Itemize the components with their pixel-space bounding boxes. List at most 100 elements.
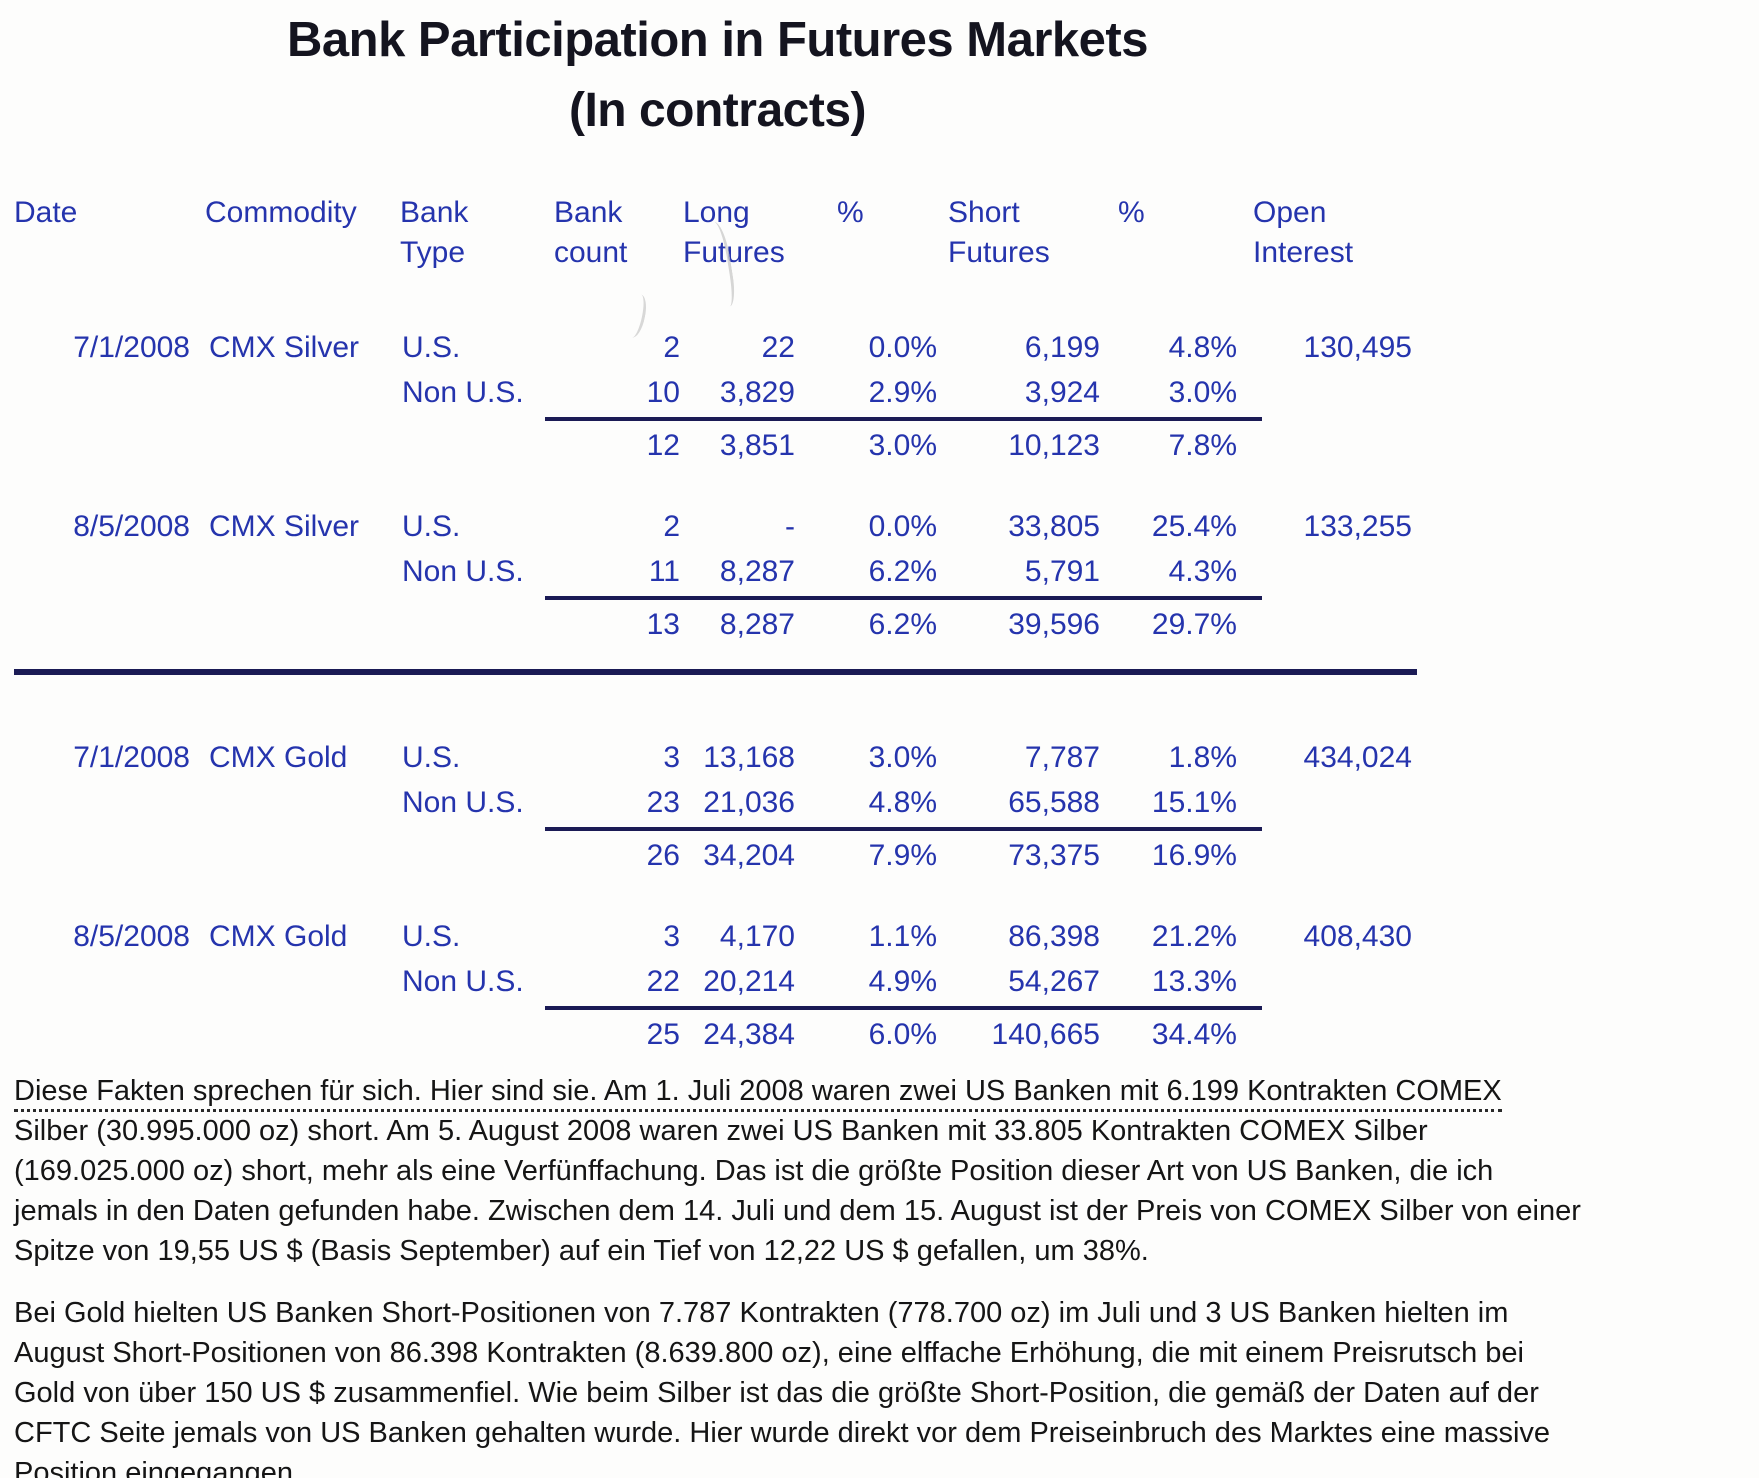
bank-type-cell-blank [400, 602, 545, 647]
date-cell-blank [14, 833, 190, 878]
total-short-pct-cell: 16.9% [1151, 838, 1237, 872]
commodity-cell-blank [190, 780, 400, 825]
total-bank-count-cell: 12 [646, 428, 680, 462]
short-pct-cell: 25.4% [1151, 509, 1237, 543]
long-pct-cell: 1.1% [868, 919, 937, 953]
date-cell-blank [14, 959, 190, 1004]
commodity-cell: CMX Gold [209, 919, 348, 953]
column-header-date: Date [14, 195, 78, 229]
short-pct-cell: 4.8% [1168, 330, 1237, 364]
bank-type-cell: U.S. [402, 330, 461, 364]
column-header-commodity: Commodity [205, 195, 357, 229]
total-rule [545, 416, 1262, 421]
column-header-open-interest: Open Interest [1253, 195, 1354, 269]
paragraph-line: Gold von über 150 US $ zusammenfiel. Wie… [14, 1376, 1539, 1409]
bank-type-cell-blank [400, 423, 545, 468]
short-pct-cell: 13.3% [1151, 964, 1237, 998]
paragraph-silver: Diese Fakten sprechen für sich. Hier sin… [14, 1071, 1759, 1271]
paragraph-line: jemals in den Daten gefunden habe. Zwisc… [14, 1194, 1581, 1227]
total-rule-row [14, 594, 1417, 602]
total-rule-row [14, 825, 1417, 833]
total-long-futures-cell: 24,384 [703, 1017, 795, 1051]
total-long-pct-cell: 7.9% [868, 838, 937, 872]
total-rule-row [14, 1004, 1417, 1012]
bank-type-cell: U.S. [402, 919, 461, 953]
column-header-bank-type: Bank Type [400, 195, 469, 269]
paragraph-gold: Bei Gold hielten US Banken Short-Positio… [14, 1293, 1759, 1478]
bank-type-cell: Non U.S. [402, 785, 524, 819]
commodity-cell: CMX Silver [209, 509, 360, 543]
commodity-cell-blank [190, 602, 400, 647]
section-divider-row [14, 647, 1417, 735]
bank-type-cell: Non U.S. [402, 375, 524, 409]
bank-type-cell: U.S. [402, 740, 461, 774]
paragraph-line: August Short-Positionen von 86.398 Kontr… [14, 1336, 1524, 1369]
date-cell: 7/1/2008 [73, 330, 190, 364]
bank-count-cell: 3 [663, 740, 680, 774]
total-short-pct-cell: 29.7% [1151, 607, 1237, 641]
open-interest-cell-blank [1237, 1012, 1417, 1057]
open-interest-cell: 408,430 [1303, 919, 1412, 953]
long-pct-cell: 3.0% [868, 740, 937, 774]
total-rule [545, 826, 1262, 831]
paragraph-line: Bei Gold hielten US Banken Short-Positio… [14, 1296, 1509, 1329]
total-short-futures-cell: 39,596 [1008, 607, 1100, 641]
total-bank-count-cell: 26 [646, 838, 680, 872]
bank-type-cell: U.S. [402, 509, 461, 543]
total-rule-row [14, 415, 1417, 423]
section-spacer [14, 468, 1417, 504]
column-header-long-futures: Long Futures [683, 195, 785, 269]
commodity-cell: CMX Silver [209, 330, 360, 364]
short-futures-cell: 5,791 [1024, 554, 1100, 588]
date-cell: 7/1/2008 [73, 740, 190, 774]
column-header-bank-count: Bank count [554, 195, 628, 269]
long-pct-cell: 4.8% [868, 785, 937, 819]
total-long-futures-cell: 3,851 [719, 428, 795, 462]
commodity-cell-blank [190, 959, 400, 1004]
total-bank-count-cell: 13 [646, 607, 680, 641]
short-pct-cell: 15.1% [1151, 785, 1237, 819]
short-pct-cell: 1.8% [1168, 740, 1237, 774]
document-header: Bank Participation in Futures Markets (I… [0, 0, 1435, 139]
date-cell-blank [14, 423, 190, 468]
long-futures-cell: - [785, 509, 795, 543]
commodity-cell-blank [190, 423, 400, 468]
total-bank-count-cell: 25 [646, 1017, 680, 1051]
total-short-futures-cell: 140,665 [991, 1017, 1100, 1051]
total-rule [545, 595, 1262, 600]
section-divider-line [14, 668, 1417, 675]
date-cell-blank [14, 370, 190, 415]
long-futures-cell: 22 [761, 330, 795, 364]
column-header-short-pct: % [1118, 195, 1145, 229]
open-interest-cell-blank [1237, 549, 1417, 594]
table-body: 7/1/2008 CMX Silver U.S. 2 22 0.0% 6,199 4.8% 13… [14, 273, 1759, 1057]
long-futures-cell: 3,829 [719, 375, 795, 409]
total-long-pct-cell: 6.0% [868, 1017, 937, 1051]
short-futures-cell: 86,398 [1008, 919, 1100, 953]
total-rule [545, 1005, 1262, 1010]
long-pct-cell: 0.0% [868, 330, 937, 364]
short-pct-cell: 21.2% [1151, 919, 1237, 953]
date-cell-blank [14, 1012, 190, 1057]
total-short-futures-cell: 73,375 [1008, 838, 1100, 872]
long-pct-cell: 4.9% [868, 964, 937, 998]
date-cell-blank [14, 602, 190, 647]
paragraph-line: Diese Fakten sprechen für sich. Hier sin… [14, 1074, 1502, 1112]
open-interest-cell: 434,024 [1303, 740, 1412, 774]
long-pct-cell: 0.0% [868, 509, 937, 543]
column-header-short-futures: Short Futures [948, 195, 1050, 269]
long-pct-cell: 2.9% [868, 375, 937, 409]
short-futures-cell: 65,588 [1008, 785, 1100, 819]
bank-count-cell: 23 [646, 785, 680, 819]
long-futures-cell: 4,170 [719, 919, 795, 953]
short-pct-cell: 3.0% [1168, 375, 1237, 409]
date-cell-blank [14, 549, 190, 594]
section-spacer [14, 878, 1417, 914]
total-long-pct-cell: 6.2% [868, 607, 937, 641]
document-subtitle: (In contracts) [568, 83, 867, 137]
short-futures-cell: 3,924 [1024, 375, 1100, 409]
bank-type-cell-blank [400, 1012, 545, 1057]
short-futures-cell: 6,199 [1024, 330, 1100, 364]
open-interest-cell-blank [1237, 959, 1417, 1004]
